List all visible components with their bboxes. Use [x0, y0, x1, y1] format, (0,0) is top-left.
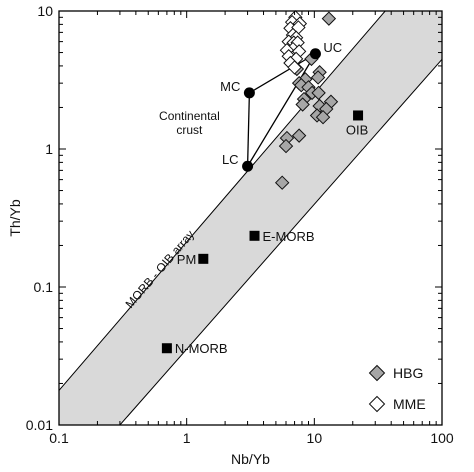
continental-crust-lines: [246, 53, 316, 167]
series-hbg: [274, 11, 339, 190]
e-morb-marker: [249, 230, 260, 241]
legend-mme-label: MME: [393, 396, 426, 412]
hbg-point: [274, 175, 290, 190]
x-tick-label: 10: [307, 430, 323, 446]
y-tick-label: 1: [45, 141, 53, 157]
mc-marker: [243, 87, 255, 99]
mc-label: MC: [220, 79, 240, 94]
hbg-point: [295, 97, 310, 112]
crust-line-mc-lc: [246, 92, 251, 167]
y-tick-label: 10: [37, 3, 53, 19]
continental-crust-label-line-1: Continental: [159, 109, 220, 123]
lc-marker: [242, 160, 254, 172]
hbg-point: [291, 128, 307, 143]
uc-label: UC: [323, 40, 342, 55]
reference-points: N-MORB PM E-MORB OIB: [161, 110, 368, 356]
y-axis-label: Th/Yb: [7, 199, 23, 237]
legend-mme-marker: [368, 395, 386, 413]
x-axis-label: Nb/Yb: [231, 451, 270, 467]
legend-hbg-marker: [368, 364, 386, 382]
crust-line-uc-mc: [249, 53, 316, 94]
e-morb-label: E-MORB: [263, 229, 315, 244]
hbg-point: [311, 85, 326, 101]
n-morb-label: N-MORB: [175, 341, 228, 356]
lc-label: LC: [222, 152, 239, 167]
y-tick-label: 0.01: [26, 417, 53, 433]
mme-point: [287, 60, 302, 75]
morb-oib-array-band: [58, 10, 443, 426]
x-tick-label: 0.1: [49, 430, 69, 446]
pm-label: PM: [177, 252, 197, 267]
legend-hbg-label: HBG: [393, 365, 423, 381]
hbg-point: [310, 70, 326, 85]
series-mme: [279, 10, 308, 75]
hbg-point: [321, 11, 337, 26]
hbg-point: [315, 109, 331, 125]
pm-marker: [198, 253, 209, 264]
uc-marker: [309, 48, 321, 60]
x-tick-label: 100: [430, 430, 454, 446]
plot-frame: [58, 10, 443, 426]
n-morb-marker: [161, 343, 172, 354]
y-tick-label: 0.1: [34, 279, 54, 295]
sample-series: [274, 10, 339, 190]
continental-crust-label-line-2: crust: [176, 123, 203, 137]
oib-marker: [353, 110, 364, 121]
legend: HBG MME: [368, 364, 426, 413]
crust-points: UC MC LC: [220, 40, 342, 172]
crust-line-lc-uc: [247, 53, 316, 167]
hbg-point: [278, 138, 294, 154]
oib-label: OIB: [346, 122, 368, 137]
x-tick-label: 1: [183, 430, 191, 446]
